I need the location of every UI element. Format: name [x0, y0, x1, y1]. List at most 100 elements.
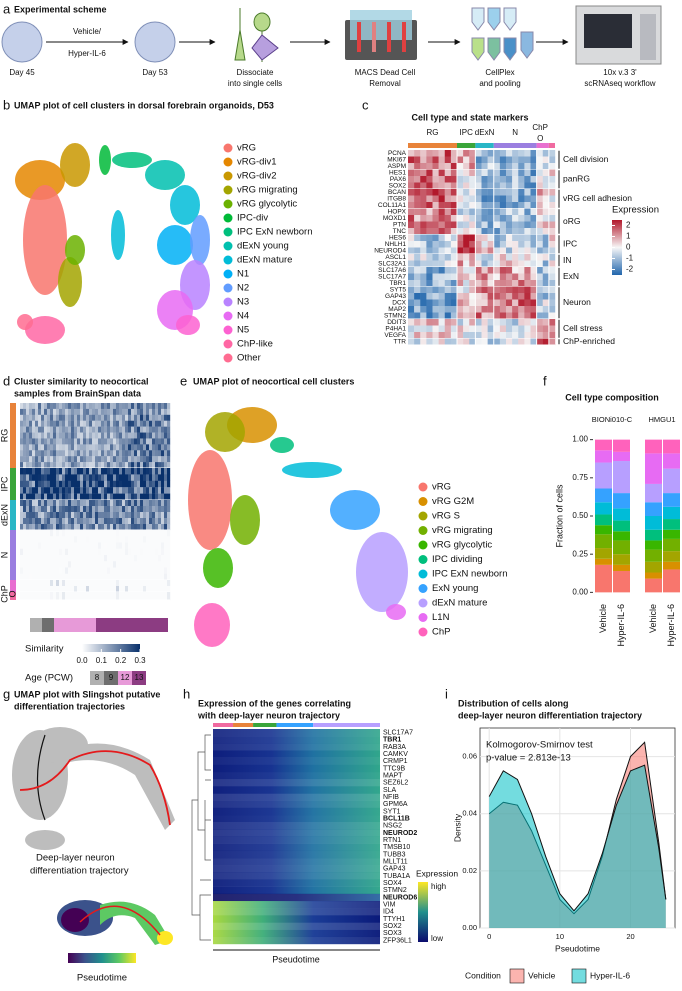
similarity-cell [143, 493, 147, 501]
gene-label: DDIT3 [387, 319, 406, 326]
bar-segment [663, 493, 680, 507]
similarity-cell [155, 573, 159, 581]
similarity-cell [155, 500, 159, 507]
similarity-cell [65, 518, 69, 525]
heatmap-cell [444, 208, 452, 216]
similarity-cell [140, 444, 144, 451]
similarity-cell [47, 512, 51, 519]
row-label: IPC [0, 476, 9, 492]
similarity-cell [161, 456, 165, 463]
similarity-cell [128, 580, 132, 587]
panel-title: UMAP plot of cell clusters in dorsal for… [14, 100, 274, 110]
heatmap-cell [414, 150, 421, 157]
column-group-bar [536, 143, 549, 148]
similarity-cell [167, 426, 171, 433]
gene-label: HES6 [389, 234, 406, 241]
heatmap-cell [481, 332, 488, 339]
similarity-cell [35, 456, 39, 463]
similarity-cell [125, 592, 129, 601]
heatmap-cell [426, 156, 433, 164]
similarity-cell [131, 487, 135, 494]
similarity-cell [104, 530, 108, 537]
heatmap-cell [444, 338, 452, 346]
heatmap-cell [506, 182, 513, 190]
similarity-cell [44, 432, 48, 439]
similarity-cell [80, 567, 84, 574]
legend-label: L1N [432, 612, 450, 623]
similarity-cell [53, 512, 57, 519]
similarity-cell [107, 536, 111, 543]
similarity-cell [47, 542, 51, 549]
similarity-cell [104, 524, 108, 531]
similarity-cell [62, 536, 66, 543]
similarity-cell [152, 468, 156, 475]
similarity-cell [68, 462, 72, 469]
similarity-cell [32, 524, 36, 531]
heatmap-cell [450, 169, 458, 177]
heatmap-cell [512, 286, 519, 294]
age-key-label: 8 [95, 673, 100, 682]
similarity-cell [158, 506, 162, 513]
similarity-cell [98, 561, 102, 568]
heatmap-cell [518, 299, 525, 307]
similarity-cell [74, 567, 78, 574]
heatmap-row [213, 729, 380, 737]
similarity-cell [80, 493, 84, 501]
similarity-cell [167, 493, 171, 501]
heatmap-cell [518, 247, 525, 255]
similarity-cell [77, 438, 81, 445]
similarity-cell [62, 474, 66, 481]
similarity-cell [29, 548, 33, 556]
similarity-cell [29, 592, 33, 601]
heatmap-cell [475, 306, 482, 313]
heatmap-cell [450, 156, 458, 164]
similarity-cell [146, 536, 150, 543]
similarity-cell [164, 506, 168, 513]
similarity-cell [80, 420, 84, 427]
similarity-cell [122, 512, 126, 519]
heatmap-cell [414, 325, 421, 333]
heatmap-cell [536, 325, 543, 333]
similarity-cell [131, 580, 135, 587]
similarity-cell [116, 548, 120, 556]
similarity-cell [71, 586, 75, 593]
heatmap-cell [518, 332, 525, 339]
similarity-cell [98, 555, 102, 562]
similarity-cell [47, 403, 51, 410]
similarity-cell [149, 561, 153, 568]
heatmap-cell [493, 221, 501, 229]
heatmap-cell [506, 163, 513, 170]
similarity-cell [146, 573, 150, 581]
similarity-cell [38, 426, 42, 433]
heatmap-cell [432, 169, 439, 177]
similarity-cell [113, 480, 117, 488]
gene-label: VIM [383, 901, 396, 908]
similarity-cell [140, 530, 144, 537]
heatmap-cell [408, 169, 415, 177]
heatmap-cell [530, 195, 537, 203]
similarity-cell [74, 530, 78, 537]
similarity-cell [56, 524, 60, 531]
similarity-cell [29, 555, 33, 562]
similarity-cell [122, 536, 126, 543]
similarity-cell [116, 493, 120, 501]
similarity-cell [107, 555, 111, 562]
heatmap-row [213, 865, 380, 873]
similarity-cell [95, 462, 99, 469]
similarity-cell [101, 561, 105, 568]
axis-title: Pseudotime [555, 943, 600, 953]
similarity-cell [155, 592, 159, 601]
panel-title: UMAP plot with Slingshot putative [14, 689, 160, 699]
similarity-cell [164, 432, 168, 439]
column-group-bar [548, 143, 555, 148]
heatmap-cell [530, 338, 537, 346]
gene-label: STMN2 [384, 312, 406, 319]
similarity-cell [152, 450, 156, 457]
bar-segment [613, 439, 630, 452]
similarity-cell [155, 555, 159, 562]
similarity-cell [41, 493, 45, 501]
similarity-cell [125, 456, 129, 463]
similarity-cell [134, 512, 138, 519]
similarity-cell [20, 561, 24, 568]
column-group-label: N [512, 128, 518, 137]
